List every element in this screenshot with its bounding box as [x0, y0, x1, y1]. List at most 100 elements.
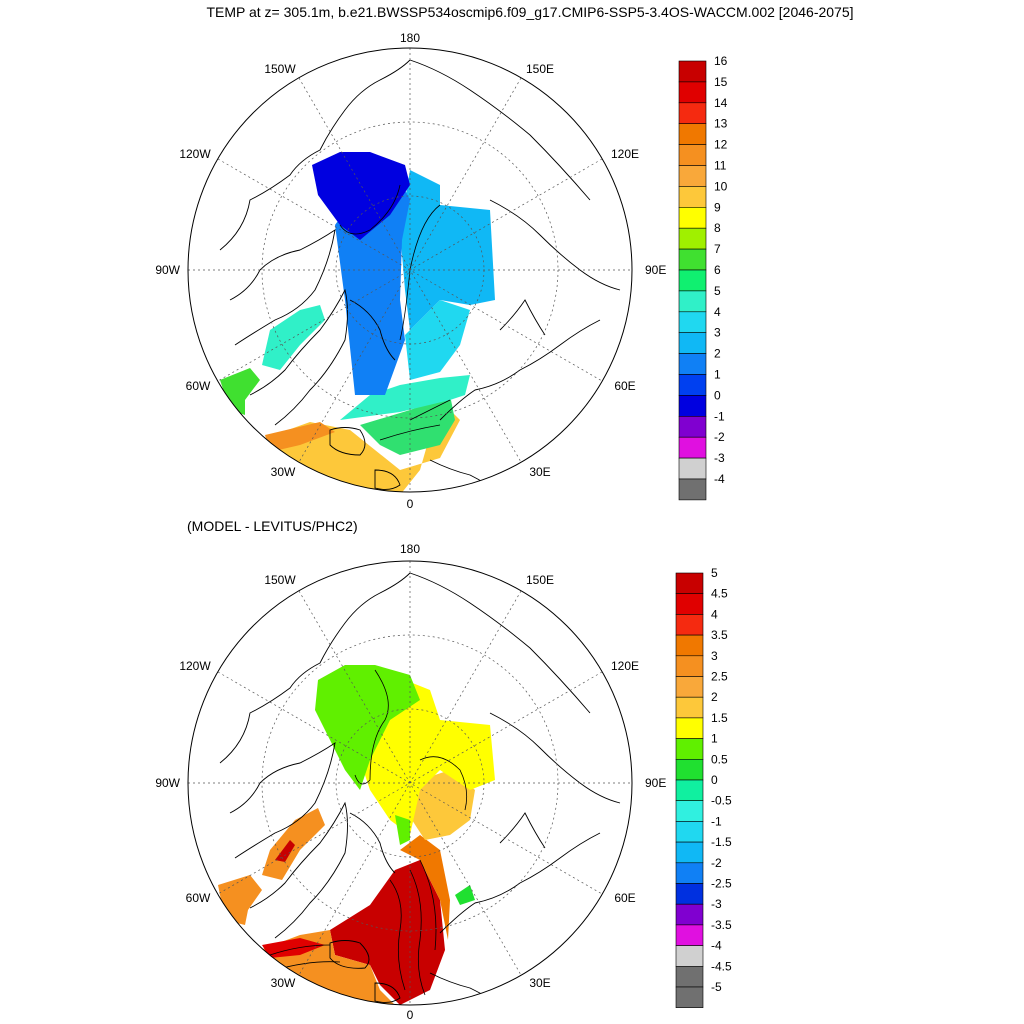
lon-label-30e: 30E: [529, 465, 550, 479]
region-barents-gold: [412, 770, 475, 840]
bottom-colorbar-tick-label: -0.5: [711, 794, 732, 808]
bottom-colorbar-swatch: [675, 655, 704, 677]
bottom-colorbar-swatch: [675, 945, 704, 967]
lon-label-90w: 90W: [155, 776, 180, 790]
bottom-colorbar: 5 4.5 4 3.5 3 2.5 2 1.5 1 0.5 0 -0.5 -1 -1.5 -2 -2.5 -3 -…: [675, 566, 732, 1009]
lon-label-60e: 60E: [614, 891, 635, 905]
bottom-colorbar-tick-label: 2: [711, 690, 718, 704]
top-colorbar-swatch: [678, 436, 707, 459]
lon-label-150e: 150E: [526, 62, 554, 76]
bottom-colorbar-swatch: [675, 593, 704, 615]
top-colorbar-swatch: [678, 186, 707, 208]
top-colorbar-swatch: [678, 415, 707, 438]
lon-label-0: 0: [407, 497, 414, 511]
top-colorbar-tick-label: 8: [714, 221, 721, 235]
bottom-colorbar-tick-label: -3: [711, 897, 722, 911]
top-colorbar-swatch: [678, 478, 707, 501]
bottom-colorbar-tick-label: 4: [711, 607, 718, 621]
top-temperature-field: [220, 152, 495, 492]
top-colorbar-tick-label: 3: [714, 326, 721, 340]
bottom-colorbar-tick-label: 5: [711, 566, 718, 580]
top-colorbar-swatch: [678, 144, 707, 166]
lon-label-120w: 120W: [179, 659, 211, 673]
top-colorbar-tick-label: 12: [714, 138, 728, 152]
region-baffin-red: [275, 840, 295, 862]
top-colorbar-tick-label: 10: [714, 179, 728, 193]
top-colorbar-tick-label: 14: [714, 96, 728, 110]
lon-label-90e: 90E: [645, 776, 666, 790]
top-colorbar-tick-label: -1: [714, 409, 725, 423]
top-colorbar-tick-label: 7: [714, 242, 721, 256]
bottom-colorbar-swatch: [675, 924, 704, 946]
region-nordic-green: [360, 395, 455, 455]
top-colorbar-tick-label: 2: [714, 347, 721, 361]
top-colorbar-tick-label: 6: [714, 263, 721, 277]
top-colorbar-swatch: [678, 290, 707, 313]
bottom-colorbar-swatch: [675, 821, 704, 843]
region-greenland-sea-green: [455, 885, 475, 905]
bottom-colorbar-tick-label: 3.5: [711, 628, 728, 642]
top-colorbar-swatch: [678, 81, 707, 104]
top-colorbar-tick-label: 5: [714, 284, 721, 298]
region-nordic-orange: [400, 835, 450, 940]
region-labrador-green: [220, 368, 260, 415]
top-colorbar-swatch: [678, 227, 707, 250]
top-colorbar-tick-label: -2: [714, 430, 725, 444]
top-colorbar-tick-label: 1: [714, 368, 721, 382]
top-lon-labels: 180 0 90W 90E 150W 150E 120W 120E 60W 60…: [155, 31, 666, 511]
top-map: 180 0 90W 90E 150W 150E 120W 120E 60W 60…: [155, 31, 666, 511]
lon-label-0: 0: [407, 1008, 414, 1022]
lon-label-120w: 120W: [179, 147, 211, 161]
lon-label-150w: 150W: [264, 573, 296, 587]
bottom-colorbar-tick-label: -1.5: [711, 835, 732, 849]
bottom-graticule: [188, 561, 632, 1005]
bottom-colorbar-tick-label: 0.5: [711, 752, 728, 766]
top-colorbar-swatch: [678, 60, 707, 83]
top-colorbar-swatch: [678, 353, 707, 375]
top-colorbar-swatch: [678, 207, 707, 229]
figure-title: TEMP at z= 305.1m, b.e21.BWSSP534oscmip6…: [206, 4, 853, 20]
top-colorbar-tick-label: 15: [714, 75, 728, 89]
bottom-colorbar-tick-label: -5: [711, 980, 722, 994]
region-canada-basin-green: [315, 665, 420, 790]
region-atlantic-red: [330, 860, 445, 1005]
bottom-contours: [269, 669, 468, 996]
bottom-colorbar-tick-label: -1: [711, 814, 722, 828]
top-colorbar-swatch: [678, 374, 707, 396]
lon-label-120e: 120E: [611, 147, 639, 161]
bottom-colorbar-tick-label: 4.5: [711, 587, 728, 601]
bottom-colorbar-tick-label: 0: [711, 773, 718, 787]
bottom-anomaly-field: [218, 665, 495, 1005]
top-colorbar-swatch: [678, 248, 707, 271]
top-colorbar-swatch: [678, 123, 707, 145]
bottom-map-boundary: [187, 560, 633, 1006]
bottom-colorbar-swatch: [675, 965, 704, 988]
lon-label-90w: 90W: [155, 263, 180, 277]
top-colorbar-swatch: [678, 165, 707, 187]
top-graticule: [188, 48, 632, 492]
lon-label-60w: 60W: [186, 891, 211, 905]
region-barents-cyan: [405, 300, 470, 380]
bottom-colorbar-swatch: [675, 717, 704, 739]
lon-label-90e: 90E: [645, 263, 666, 277]
bottom-colorbar-swatch: [675, 614, 704, 636]
top-colorbar-tick-label: 0: [714, 388, 721, 402]
top-colorbar-swatch: [678, 332, 707, 354]
bottom-colorbar-tick-label: -4: [711, 939, 722, 953]
top-map-boundary: [187, 47, 633, 493]
bottom-colorbar-swatch: [675, 841, 704, 864]
bottom-colorbar-tick-label: -3.5: [711, 918, 732, 932]
top-colorbar-tick-label: 16: [714, 54, 728, 68]
top-colorbar-tick-label: 13: [714, 117, 728, 131]
bottom-colorbar-swatch: [675, 903, 704, 926]
difference-subtitle: (MODEL - LEVITUS/PHC2): [187, 518, 358, 534]
bottom-colorbar-swatch: [675, 800, 704, 822]
lon-label-30w: 30W: [271, 976, 296, 990]
region-nordic-cyan: [340, 375, 470, 420]
top-colorbar-tick-label: -4: [714, 472, 725, 486]
top-colorbar-swatch: [678, 457, 707, 480]
bottom-lon-labels: 180 0 90W 90E 150W 150E 120W 120E 60W 60…: [155, 542, 666, 1022]
lon-label-180: 180: [400, 31, 420, 45]
